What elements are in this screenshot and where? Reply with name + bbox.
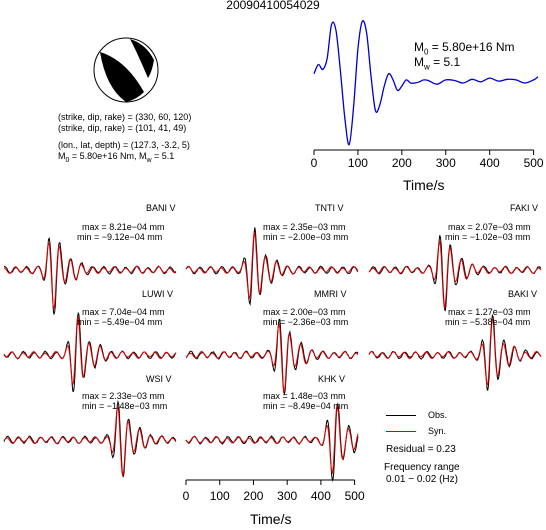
waveform-x-tick-label: 200 (243, 489, 263, 503)
station-min: min = −2.36e−03 mm (263, 317, 349, 327)
residual-label: Residual = 0.23 (386, 444, 456, 455)
synthetic-waveform (185, 403, 359, 475)
observed-waveform (185, 402, 359, 482)
stf-x-tick-label: 500 (524, 156, 544, 170)
waveform-x-tick-label: 300 (277, 489, 297, 503)
station-max: max = 7.04e−04 mm (82, 307, 165, 317)
stf-x-tick-label: 100 (348, 156, 368, 170)
stf-x-tick-label: 300 (436, 156, 456, 170)
station-max: max = 2.35e−03 mm (263, 222, 346, 232)
observed-waveform (3, 311, 177, 392)
station-label: FAKI V (510, 203, 539, 213)
synthetic-waveform (185, 322, 359, 394)
station-min: min = −1.48e−03 mm (82, 401, 168, 411)
observed-waveform (3, 236, 177, 315)
synthetic-waveform (3, 242, 177, 309)
station-max: max = 8.21e−04 mm (82, 222, 165, 232)
station-label: TNTI V (315, 203, 344, 213)
observed-waveform (185, 227, 359, 307)
waveform-xlabel: Time/s (250, 511, 292, 527)
station-min: min = −1.02e−03 mm (445, 232, 531, 242)
station-label: LUWI V (142, 289, 174, 299)
stf-mw-label: Mw = 5.1 (414, 55, 461, 72)
stf-series-line (313, 20, 539, 146)
station-max: max = 2.07e−03 mm (448, 222, 531, 232)
synthetic-waveform (3, 406, 177, 477)
source-time-function-plot: 0 100 200 300 400 500 (311, 20, 544, 170)
station-max: max = 1.27e−03 mm (448, 307, 531, 317)
stf-x-tick-label: 0 (311, 156, 318, 170)
legend-syn-line (386, 431, 416, 432)
station-min: min = −2.00e−03 mm (263, 232, 349, 242)
station-max: max = 2.00e−03 mm (263, 307, 346, 317)
stf-x-tick-label: 200 (392, 156, 412, 170)
station-min: min = −5.38e−04 mm (445, 317, 531, 327)
waveform-x-tick-label: 100 (210, 489, 230, 503)
location-depth: (lon., lat, depth) = (127.3, -3.2, 5) (58, 140, 190, 150)
waveform-x-tick-label: 400 (311, 489, 331, 503)
station-min: min = −8.49e−04 mm (263, 401, 349, 411)
stf-xlabel: Time/s (403, 177, 445, 193)
stf-x-tick-label: 400 (480, 156, 500, 170)
focal-mechanism-beachball (93, 37, 159, 103)
legend-obs-label: Obs. (428, 410, 448, 420)
station-min: min = −9.12e−04 mm (77, 232, 163, 242)
legend-syn-label: Syn. (428, 426, 447, 436)
stf-m0-label: M0 = 5.80e+16 Nm (414, 40, 515, 57)
station-min: min = −5.49e−04 mm (77, 317, 163, 327)
station-max: max = 2.33e−03 mm (82, 391, 165, 401)
frequency-range-value: 0.01 − 0.02 (Hz) (386, 474, 458, 485)
moment-magnitude: M0 = 5.80e+16 Nm, Mw = 5.1 (58, 151, 175, 164)
observed-waveform (3, 399, 177, 478)
waveform-x-tick-label: 500 (345, 489, 365, 503)
frequency-range-title: Frequency range (384, 462, 460, 473)
event-title: 20090410054029 (226, 0, 320, 12)
nodal-plane-2: (strike, dip, rake) = (101, 41, 49) (58, 123, 187, 133)
legend-obs-line (386, 415, 416, 416)
station-label: BANI V (146, 203, 176, 213)
station-max: max = 1.48e−03 mm (263, 391, 346, 401)
synthetic-waveform (368, 241, 542, 309)
station-label: BAKI V (508, 289, 538, 299)
synthetic-waveform (368, 317, 542, 387)
station-label: KHK V (318, 374, 346, 384)
observed-waveform (368, 235, 542, 312)
station-label: WSI V (146, 374, 172, 384)
nodal-plane-1: (strike, dip, rake) = (330, 60, 120) (58, 112, 192, 122)
synthetic-waveform (3, 316, 177, 386)
station-label: MMRI V (314, 289, 347, 299)
synthetic-waveform (185, 231, 359, 300)
waveform-x-tick-label: 0 (183, 489, 190, 503)
